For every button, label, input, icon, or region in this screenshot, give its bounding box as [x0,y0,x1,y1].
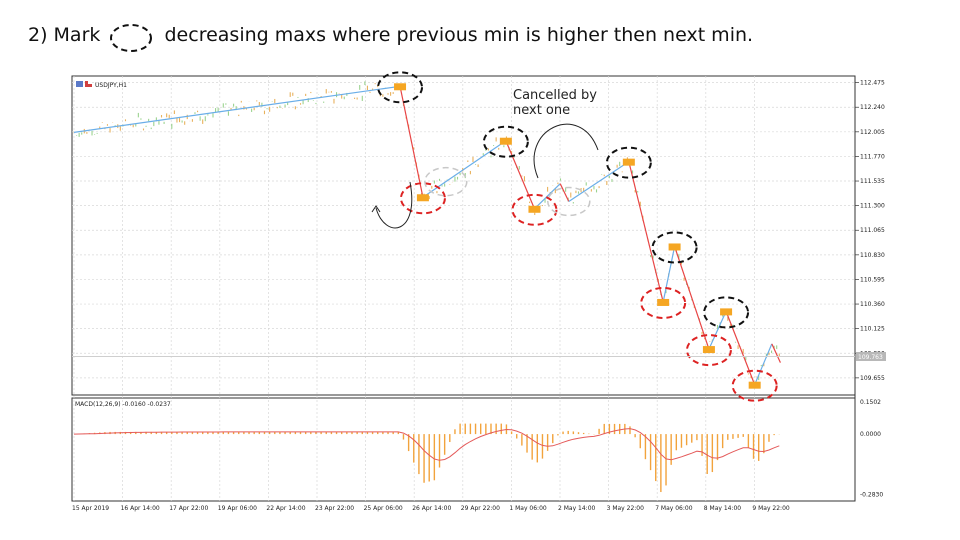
min-mark [511,193,558,226]
indicator-panel-frame [71,397,856,502]
annotation-arrow-bottom [375,181,413,229]
symbol-label: USDJPY,H1 [95,82,127,89]
zigzag-segment [708,311,727,350]
indicator-label: MACD(12,26,9) -0.0160 -0.0237 [75,401,171,408]
pivot-box [499,137,512,145]
zigzag-segment [568,161,630,202]
pivot-box [394,83,407,91]
zigzag-segment [771,343,781,363]
max-mark [651,231,698,264]
zigzag-segment [505,140,536,210]
current-price-badge [856,352,886,361]
zigzag-segment [559,183,570,202]
pivot-markers [394,83,761,389]
pivot-box [657,298,670,306]
price-tick-label: 112.005 [860,129,885,136]
time-tick-label: 26 Apr 14:00 [412,505,451,512]
zigzag-segment [422,140,507,198]
arrowhead-icon [371,205,381,213]
cancelled-mark [424,166,468,197]
price-tick-label: 111.535 [860,178,885,185]
zigzag-segment [725,311,756,385]
time-tick-label: 22 Apr 14:00 [266,505,305,512]
max-mark [605,146,652,179]
max-mark [482,125,529,158]
pivot-box [528,205,541,213]
pivot-box [702,346,715,354]
max-mark [377,71,424,104]
time-tick-label: 3 May 22:00 [607,505,645,512]
price-tick-label: 110.595 [860,276,885,283]
price-panel-frame [71,75,856,396]
price-tick-label: 111.770 [860,153,885,160]
time-tick-label: 19 Apr 06:00 [218,505,257,512]
time-tick-label: 7 May 06:00 [655,505,693,512]
time-tick-label: 1 May 06:00 [509,505,547,512]
min-mark [640,286,687,319]
symbol-flag-icon [76,81,92,87]
price-tick-label: 112.240 [860,104,885,111]
time-tick-label: 29 Apr 22:00 [461,505,500,512]
price-tick-label: 111.065 [860,227,885,234]
time-tick-label: 23 Apr 22:00 [315,505,354,512]
price-tick-label: 110.360 [860,301,885,308]
indicator-tick-label: 0.0000 [860,431,881,438]
annotation-line-2: next one [513,103,570,118]
annotation-arrow-top [533,123,599,179]
price-tick-label: 112.475 [860,80,885,87]
time-tick-label: 8 May 14:00 [704,505,742,512]
price-tick-label: 111.300 [860,203,885,210]
title-suffix: decreasing maxs where previous min is hi… [164,24,754,46]
zigzag-lines [73,85,781,385]
pivot-box [720,308,733,316]
zigzag-segment [534,183,561,210]
time-tick-label: 16 Apr 14:00 [121,505,160,512]
dashed-circle-marks [377,71,778,402]
annotation-line-1: Cancelled by [513,88,597,103]
zigzag-segment [73,85,401,133]
min-mark [731,369,778,402]
time-tick-label: 2 May 14:00 [558,505,596,512]
zigzag-segment [399,86,424,198]
price-tick-label: 109.655 [860,375,885,382]
time-axis-ticks: 15 Apr 2019 16 Apr 14:00 17 Apr 22:00 19 Ap… [72,505,790,512]
pivot-box [622,158,635,166]
title-prefix: 2) Mark [28,24,101,46]
price-tick-label: 110.830 [860,252,885,259]
time-tick-label: 9 May 22:00 [752,505,790,512]
current-price-label: 109.763 [858,354,883,361]
time-tick-label: 25 Apr 06:00 [364,505,403,512]
indicator-tick-label: 0.1502 [860,399,881,406]
macd-histogram [78,423,780,493]
macd-signal-line [73,428,780,461]
dashed-oval-legend-icon [110,24,152,52]
pivot-box [748,381,761,389]
max-mark [703,296,750,329]
zigzag-segment [628,161,664,303]
indicator-tick-label: -0.2830 [860,491,883,498]
pivot-box [416,194,429,202]
time-tick-label: 15 Apr 2019 [72,505,109,512]
time-tick-label: 17 Apr 22:00 [169,505,208,512]
indicator-axis-ticks: 0.1502 0.0000 -0.2830 [860,399,883,498]
price-axis-ticks: 112.475 112.240 112.005 111.770 111.535 111.3… [860,80,885,382]
price-tick-label: 110.125 [860,326,885,333]
grid-lines [72,76,859,501]
zigzag-segment [674,246,710,350]
zigzag-segment [754,343,773,385]
slide-title: 2) Mark decreasing maxs where previous m… [28,24,753,46]
min-mark [685,334,732,367]
zigzag-segment [662,246,676,303]
min-mark [399,182,446,215]
pivot-box [668,243,681,251]
cancelled-mark [547,186,591,217]
